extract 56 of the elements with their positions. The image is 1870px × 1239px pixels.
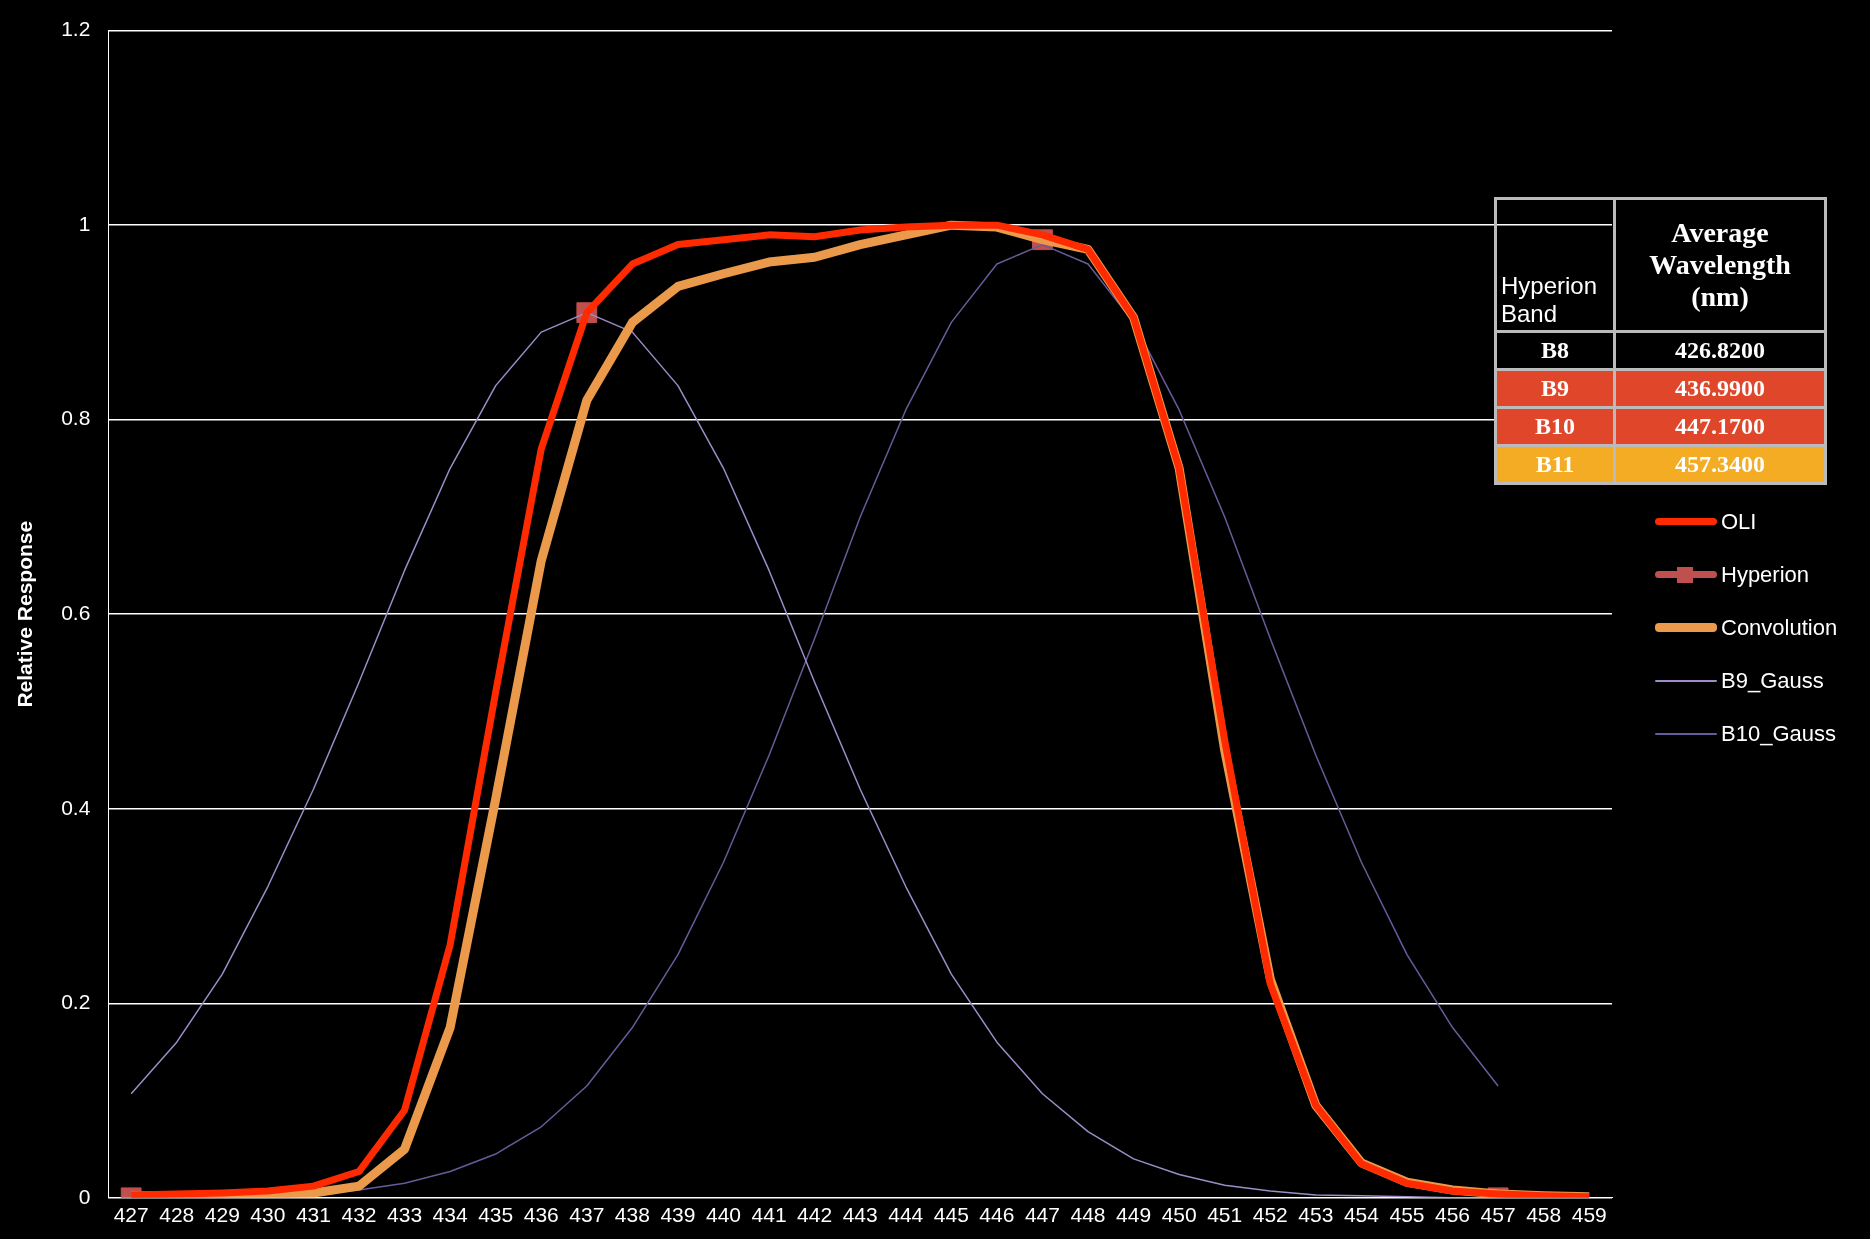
x-tick-label: 436 [523, 1203, 559, 1227]
x-tick-label: 441 [751, 1203, 787, 1227]
legend-label: B9_Gauss [1721, 667, 1824, 694]
x-tick-label: 442 [797, 1203, 833, 1227]
y-tick-label: 1 [78, 211, 91, 235]
x-tick-label: 443 [842, 1203, 878, 1227]
x-tick-label: 450 [1161, 1203, 1197, 1227]
x-tick-label: 429 [204, 1203, 240, 1227]
x-tick-label: 446 [979, 1203, 1015, 1227]
x-tick-label: 437 [569, 1203, 605, 1227]
x-tick-label: 453 [1298, 1203, 1334, 1227]
y-tick-label: 0.6 [61, 601, 91, 624]
x-tick-label: 455 [1389, 1203, 1425, 1227]
legend-label: OLI [1721, 508, 1757, 535]
x-tick-label: 454 [1343, 1203, 1380, 1227]
y-axis-title: Relative Response [13, 520, 37, 708]
x-tick-label: 458 [1526, 1203, 1562, 1227]
x-tick-label: 432 [341, 1203, 377, 1227]
y-tick-label: 1.2 [61, 17, 91, 41]
legend-label: Hyperion [1721, 561, 1810, 588]
x-tick-label: 439 [660, 1203, 696, 1227]
y-tick-label: 0 [78, 1184, 91, 1208]
x-tick-label: 459 [1571, 1203, 1607, 1227]
text: 426.8200 [1675, 337, 1765, 363]
x-tick-label: 430 [250, 1203, 286, 1227]
x-tick-label: 449 [1116, 1203, 1152, 1227]
x-tick-label: 434 [432, 1203, 468, 1227]
legend-label: Convolution [1721, 614, 1838, 641]
text: 457.3400 [1675, 451, 1765, 477]
y-tick-label: 0.4 [61, 795, 91, 819]
x-tick-label: 428 [159, 1203, 195, 1227]
x-tick-label: 451 [1207, 1203, 1243, 1227]
x-tick-label: 444 [888, 1203, 924, 1227]
annotation: B10 [1495, 407, 1615, 446]
y-tick-label: 0.2 [61, 990, 91, 1014]
annotation: B11 [1495, 445, 1615, 484]
text: 447.1700 [1675, 413, 1765, 439]
x-tick-label: 440 [705, 1203, 742, 1227]
text: 436.9900 [1675, 375, 1765, 401]
annotation: Hyperion Band [1495, 198, 1615, 332]
x-tick-label: 431 [295, 1203, 331, 1227]
x-tick-label: 435 [478, 1203, 514, 1227]
x-tick-label: 448 [1070, 1203, 1106, 1227]
x-tick-label: 456 [1435, 1203, 1471, 1227]
annotation: B8 [1495, 331, 1615, 370]
text: Average Wavelength (nm) [1649, 217, 1791, 312]
y-tick-label: 0.8 [61, 406, 91, 430]
x-tick-label: 438 [614, 1203, 650, 1227]
x-tick-label: 447 [1024, 1203, 1060, 1227]
x-tick-label: 452 [1252, 1203, 1288, 1227]
legend-label: B10_Gauss [1721, 720, 1836, 747]
x-tick-label: 457 [1480, 1203, 1516, 1227]
x-tick-label: 433 [387, 1203, 423, 1227]
x-tick-label: 445 [933, 1203, 969, 1227]
x-tick-label: 427 [113, 1203, 149, 1227]
annotation: B9 [1495, 369, 1615, 408]
